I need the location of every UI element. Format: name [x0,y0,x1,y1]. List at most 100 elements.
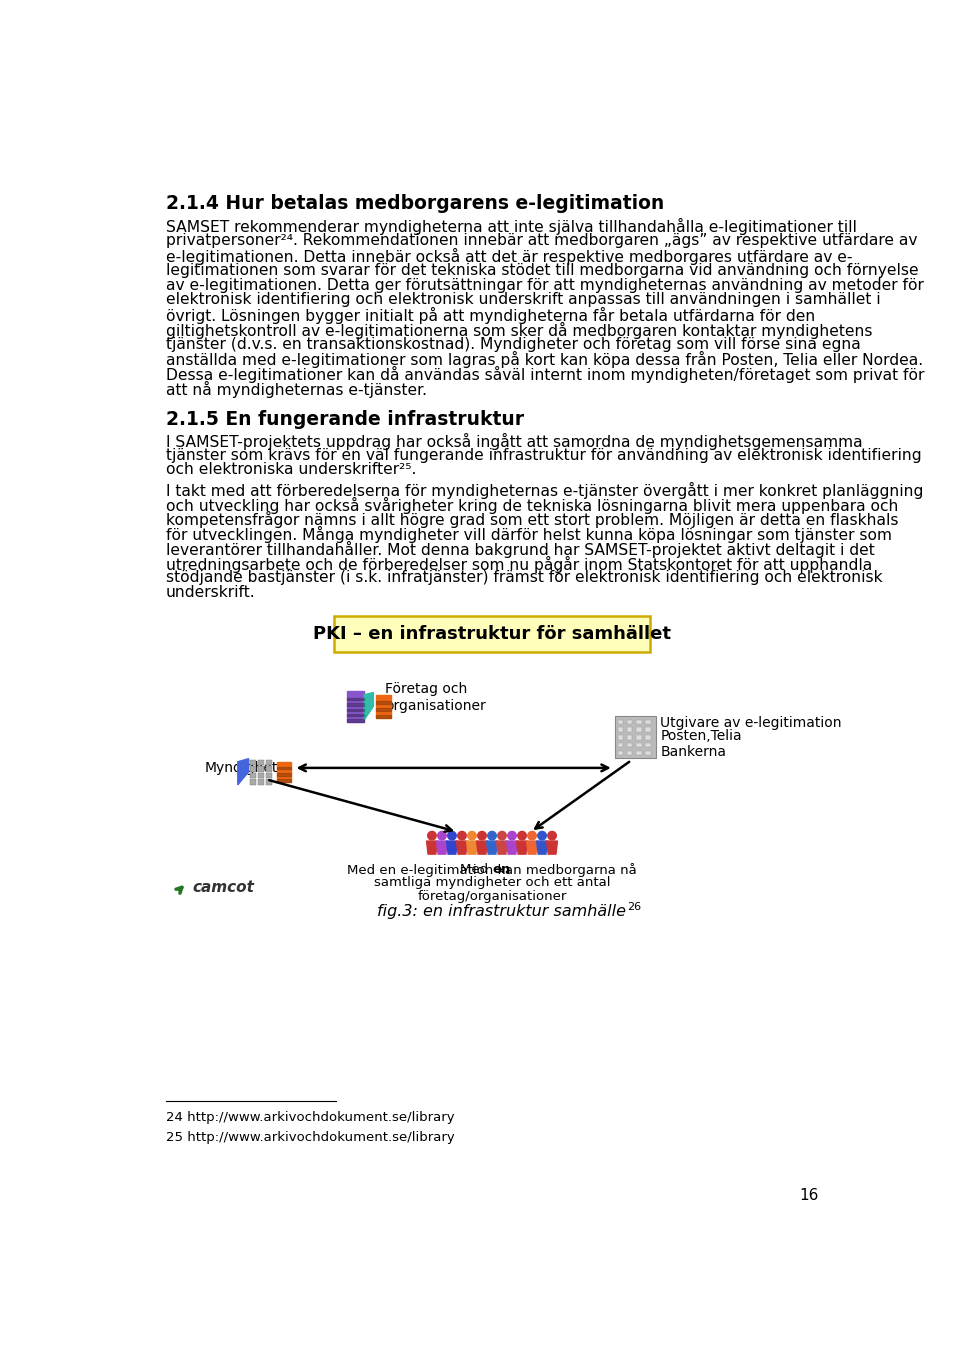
Text: legitimationen som svarar för det tekniska stödet till medborgarna vid användnin: legitimationen som svarar för det teknis… [166,263,919,278]
Bar [636,750,641,755]
Circle shape [447,831,456,840]
Text: 26: 26 [627,902,641,912]
Bar [251,780,256,784]
Bar [375,714,392,718]
Bar [348,703,364,706]
Bar [348,691,364,721]
Bar [617,750,623,755]
Text: camcot: camcot [193,880,254,895]
Text: 2.1.4 Hur betalas medborgarens e-legitimation: 2.1.4 Hur betalas medborgarens e-legitim… [166,193,664,213]
Text: Posten,Telia: Posten,Telia [660,729,742,743]
Bar [617,743,623,747]
Text: 2.1.5 En fungerande infrastruktur: 2.1.5 En fungerande infrastruktur [166,410,524,429]
Bar [251,760,256,765]
Bar [627,735,633,740]
Polygon shape [476,840,488,854]
Bar [636,743,641,747]
Bar [375,707,392,712]
Bar [266,780,272,784]
Bar [348,720,364,721]
Text: Med: Med [460,862,492,876]
Text: tjänster som krävs för en väl fungerande infrastruktur för användning av elektro: tjänster som krävs för en väl fungerande… [166,447,922,462]
Text: underskrift.: underskrift. [166,585,255,600]
Circle shape [497,831,506,840]
Text: anställda med e-legitimationer som lagras på kort kan köpa dessa från Posten, Te: anställda med e-legitimationer som lagra… [166,351,923,369]
Polygon shape [487,840,497,854]
Text: e-legitimationen. Detta innebär också att det är respektive medborgares utfärdar: e-legitimationen. Detta innebär också at… [166,248,852,265]
Bar [645,750,651,755]
Text: och utveckling har också svårigheter kring de tekniska lösningarna blivit mera u: och utveckling har också svårigheter kri… [166,496,899,514]
Bar [276,762,291,781]
Text: kompetensfrågor nämns i allt högre grad som ett stort problem. Möjligen är detta: kompetensfrågor nämns i allt högre grad … [166,511,899,528]
Circle shape [517,831,526,840]
Bar [627,728,633,732]
Text: I takt med att förberedelserna för myndigheternas e-tjänster övergått i mer konk: I takt med att förberedelserna för myndi… [166,481,924,499]
Polygon shape [507,840,517,854]
Polygon shape [496,840,508,854]
Text: samtliga myndigheter och ett antal: samtliga myndigheter och ett antal [373,876,611,888]
Circle shape [468,831,476,840]
Bar [617,720,623,724]
Bar [375,701,392,703]
Circle shape [438,831,446,840]
Text: Myndigheter: Myndigheter [204,761,292,775]
Bar [266,773,272,779]
Bar [627,750,633,755]
Bar [627,743,633,747]
Text: privatpersoner²⁴. Rekommendationen innebär att medborgaren „ägs” av respektive u: privatpersoner²⁴. Rekommendationen inneb… [166,233,917,248]
Polygon shape [457,840,468,854]
Text: företag/organisationer: företag/organisationer [418,890,566,902]
Text: fig.3: en infrastruktur samhälle: fig.3: en infrastruktur samhälle [376,905,626,919]
Text: 24 http://www.arkivochdokument.se/library: 24 http://www.arkivochdokument.se/librar… [166,1111,454,1124]
Bar [348,709,364,712]
Bar [617,735,623,740]
Polygon shape [364,692,373,720]
Text: 25 http://www.arkivochdokument.se/library: 25 http://www.arkivochdokument.se/librar… [166,1131,454,1143]
Bar [627,720,633,724]
Text: giltighetskontroll av e-legitimationerna som sker då medborgaren kontaktar myndi: giltighetskontroll av e-legitimationerna… [166,322,873,339]
Text: SAMSET rekommenderar myndigheterna att inte själva tillhandahålla e-legitimation: SAMSET rekommenderar myndigheterna att i… [166,218,856,236]
Text: övrigt. Lösningen bygger initialt på att myndigheterna får betala utfärdarna för: övrigt. Lösningen bygger initialt på att… [166,307,815,324]
Text: I SAMSET-projektets uppdrag har också ingått att samordna de myndighetsgemensamm: I SAMSET-projektets uppdrag har också in… [166,433,862,450]
Bar [266,760,272,765]
Text: Dessa e-legitimationer kan då användas såväl internt inom myndigheten/företaget : Dessa e-legitimationer kan då användas s… [166,366,924,384]
Text: Bankerna: Bankerna [660,744,726,758]
Bar [276,768,291,769]
Bar [645,720,651,724]
Text: Med en e-legitimation kan medborgarna nå: Med en e-legitimation kan medborgarna nå [348,862,636,876]
FancyBboxPatch shape [334,616,650,651]
Bar [251,766,256,772]
Circle shape [538,831,546,840]
Text: för utvecklingen. Många myndigheter vill därför helst kunna köpa lösningar som t: för utvecklingen. Många myndigheter vill… [166,526,892,543]
Bar [276,773,291,776]
Bar [348,698,364,701]
Text: elektronisk identifiering och elektronisk underskrift anpassas till användningen: elektronisk identifiering och elektronis… [166,292,880,307]
Polygon shape [446,840,457,854]
Circle shape [508,831,516,840]
Bar [636,728,641,732]
Text: att nå myndigheternas e-tjänster.: att nå myndigheternas e-tjänster. [166,381,427,398]
Text: 16: 16 [799,1189,818,1204]
Text: stödjande bastjänster (i s.k. infratjänster) främst för elektronisk identifierin: stödjande bastjänster (i s.k. infratjäns… [166,570,882,585]
Polygon shape [467,840,477,854]
Text: leverantörer tillhandahåller. Mot denna bakgrund har SAMSET-projektet aktivt del: leverantörer tillhandahåller. Mot denna … [166,542,875,558]
Text: utredningsarbete och de förberedelser som nu pågår inom Statskontoret för att up: utredningsarbete och de förberedelser so… [166,555,872,573]
Circle shape [488,831,496,840]
Circle shape [528,831,537,840]
Text: Utgivare av e-legitimation: Utgivare av e-legitimation [660,716,842,729]
Text: PKI – en infrastruktur för samhället: PKI – en infrastruktur för samhället [313,625,671,643]
Polygon shape [516,840,527,854]
Text: tjänster (d.v.s. en transaktionskostnad). Myndigheter och företag som vill förse: tjänster (d.v.s. en transaktionskostnad)… [166,337,860,352]
Circle shape [458,831,467,840]
Bar [258,780,264,784]
Text: Företag och
organisationer: Företag och organisationer [385,681,486,713]
Bar [266,766,272,772]
Bar [645,735,651,740]
Circle shape [427,831,436,840]
Bar [645,743,651,747]
Bar [258,773,264,779]
Bar [375,695,392,718]
Polygon shape [527,840,538,854]
Circle shape [548,831,557,840]
Bar [258,760,264,765]
